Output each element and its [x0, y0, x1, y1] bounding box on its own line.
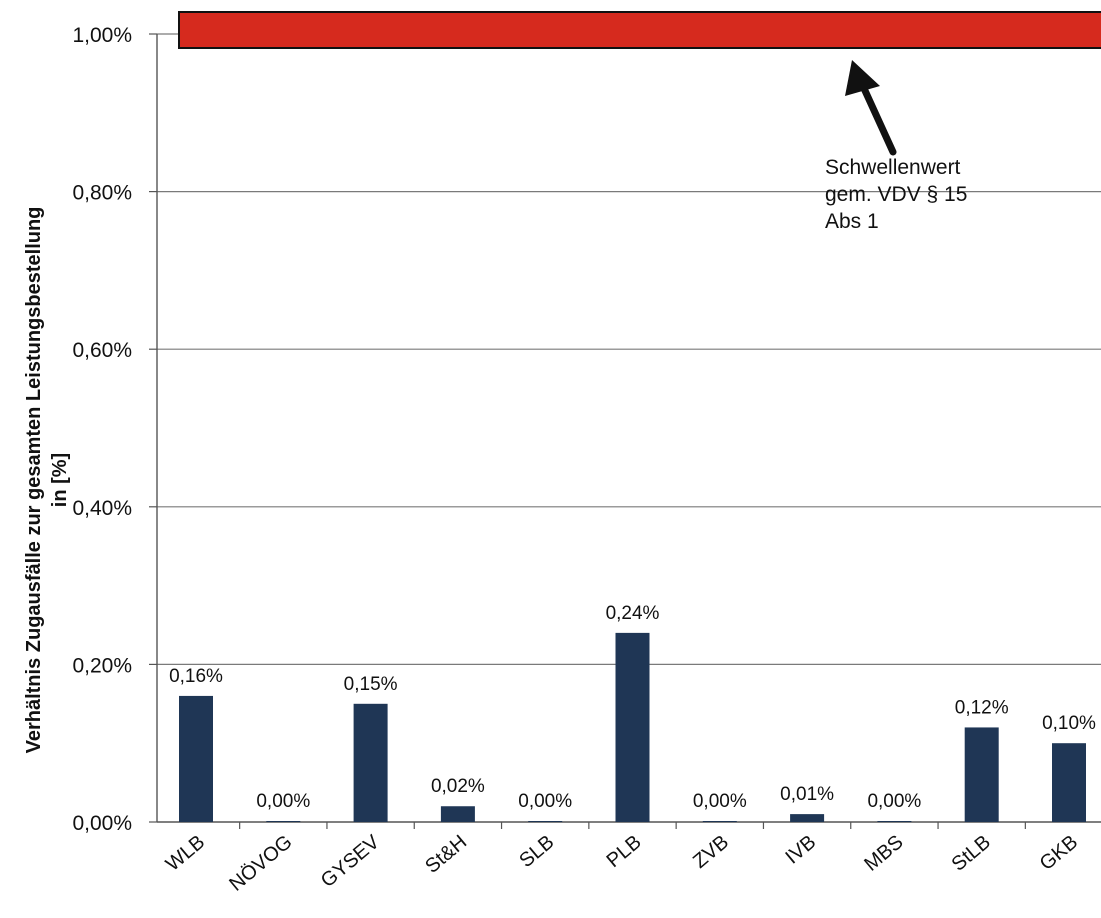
bar-mbs	[877, 821, 912, 822]
threshold-bar	[178, 11, 1101, 49]
bar-st-h	[440, 806, 475, 822]
y-tick-label: 0,60%	[72, 339, 132, 362]
bar-wlb	[179, 695, 213, 822]
threshold-annotation-line: Schwellenwert	[825, 156, 961, 179]
bar-slb	[528, 821, 563, 822]
y-axis-label-unit: in [%]	[49, 453, 71, 507]
data-label: 0,10%	[1042, 713, 1096, 734]
arrow-head-icon	[845, 60, 880, 96]
x-tick-label: GKB	[1036, 831, 1083, 875]
bar-gkb	[1052, 743, 1086, 822]
x-tick-label: WLB	[162, 831, 209, 876]
threshold-annotation-line: Abs 1	[825, 210, 879, 233]
x-tick-label: IVB	[781, 831, 820, 869]
x-tick-label: ZVB	[689, 831, 733, 873]
bar-gysev	[353, 703, 388, 822]
arrow-icon	[858, 80, 897, 156]
y-tick-label: 1,00%	[72, 24, 132, 47]
bar-zvb	[702, 821, 737, 822]
y-tick-label: 0,80%	[72, 182, 132, 205]
y-tick-label: 0,20%	[72, 654, 132, 677]
data-label: 0,16%	[169, 666, 223, 687]
x-tick-label: StLB	[948, 831, 995, 876]
x-tick-label: MBS	[860, 831, 907, 876]
data-label: 0,15%	[344, 674, 398, 695]
data-label: 0,00%	[693, 791, 747, 812]
data-label: 0,12%	[955, 697, 1009, 718]
data-label: 0,00%	[867, 791, 921, 812]
data-label: 0,00%	[518, 791, 572, 812]
data-label: 0,24%	[606, 603, 660, 624]
data-label: 0,01%	[780, 784, 834, 805]
bar-ivb	[790, 814, 825, 822]
x-tick-label: SLB	[515, 831, 558, 872]
x-tick-label: NÖVOG	[225, 831, 296, 896]
x-tick-label: GYSEV	[317, 831, 384, 893]
y-tick-label: 0,00%	[72, 812, 132, 835]
threshold-annotation-line: gem. VDV § 15	[825, 183, 967, 206]
data-label: 0,00%	[256, 791, 310, 812]
y-tick-label: 0,40%	[72, 497, 132, 520]
bar-n-vog	[266, 821, 301, 822]
bar-plb	[615, 632, 650, 822]
x-tick-label: PLB	[603, 831, 646, 872]
bar-stlb	[964, 727, 999, 822]
y-axis-label: Verhältnis Zugausfälle zur gesamten Leis…	[23, 207, 45, 754]
data-label: 0,02%	[431, 776, 485, 797]
x-tick-label: St&H	[421, 831, 471, 878]
